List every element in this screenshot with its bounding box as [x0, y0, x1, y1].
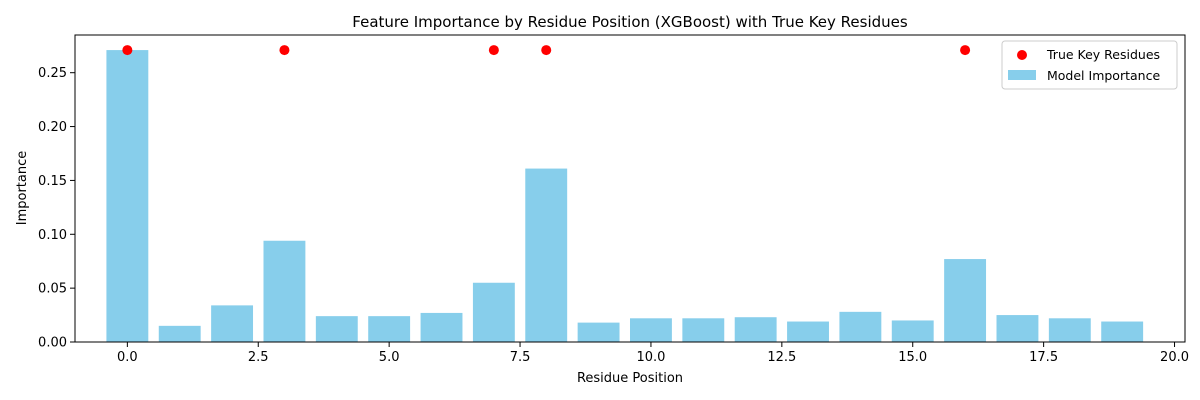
y-axis-label: Importance: [15, 151, 30, 226]
bar-position-15: [891, 320, 934, 342]
bar-position-5: [368, 316, 411, 342]
x-axis-label: Residue Position: [577, 371, 683, 386]
y-tick-label: 0.00: [38, 336, 67, 351]
x-tick-label: 0.0: [117, 350, 138, 365]
legend: True Key Residues Model Importance: [1001, 40, 1178, 90]
key-residue-point-16: [960, 45, 971, 56]
x-axis-ticks: 0.0 2.5 5.0 7.5 10.0 12.5 15.0 17.5 20.0: [117, 342, 1189, 365]
bar-position-13: [787, 321, 829, 342]
x-tick-label: 7.5: [510, 350, 531, 365]
key-residue-point-3: [279, 45, 290, 56]
legend-marker-model-importance: [1008, 70, 1036, 80]
x-tick-label: 10.0: [636, 350, 665, 365]
bar-position-7: [472, 282, 515, 342]
bar-position-0: [106, 50, 149, 342]
y-tick-label: 0.20: [38, 120, 67, 135]
bar-position-9: [577, 322, 620, 342]
bar-position-19: [1101, 321, 1144, 342]
y-tick-label: 0.05: [38, 282, 67, 297]
bar-position-4: [315, 316, 358, 342]
bar-position-11: [682, 318, 725, 342]
bar-position-17: [996, 315, 1039, 342]
x-tick-label: 5.0: [379, 350, 400, 365]
bar-position-1: [158, 325, 201, 342]
bar-position-6: [420, 312, 463, 342]
key-residue-point-8: [541, 45, 552, 56]
x-tick-label: 12.5: [767, 350, 796, 365]
x-tick-label: 20.0: [1160, 350, 1189, 365]
bar-position-16: [944, 259, 987, 342]
plot-frame: [74, 34, 1186, 343]
x-tick-label: 2.5: [248, 350, 269, 365]
bar-position-12: [734, 317, 777, 342]
legend-box: [1001, 40, 1178, 90]
legend-label-true-key-residues: True Key Residues: [1046, 47, 1160, 62]
bar-position-8: [525, 168, 568, 342]
key-residue-point-7: [488, 45, 499, 56]
bar-position-14: [839, 311, 882, 342]
chart-title: Feature Importance by Residue Position (…: [352, 13, 908, 31]
points-layer: [122, 45, 971, 56]
y-tick-label: 0.10: [38, 228, 67, 243]
bars-layer: [106, 50, 1144, 342]
bar-position-3: [263, 240, 306, 342]
bar-position-10: [630, 318, 672, 342]
bar-position-18: [1048, 318, 1091, 342]
legend-label-model-importance: Model Importance: [1047, 68, 1160, 83]
legend-marker-true-key-residues: [1017, 50, 1027, 60]
y-axis-ticks: 0.00 0.05 0.10 0.15 0.20 0.25: [38, 66, 75, 351]
x-tick-label: 17.5: [1029, 350, 1058, 365]
bar-position-2: [211, 305, 254, 342]
y-tick-label: 0.25: [38, 66, 67, 81]
y-tick-label: 0.15: [38, 174, 67, 189]
x-tick-label: 15.0: [898, 350, 927, 365]
key-residue-point-0: [122, 45, 133, 56]
